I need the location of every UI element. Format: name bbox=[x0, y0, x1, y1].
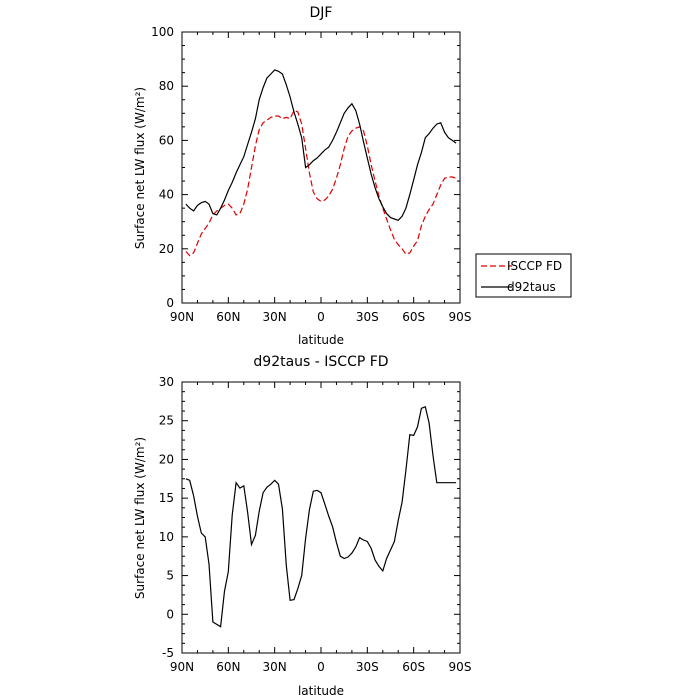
y-tick-label-25: 25 bbox=[159, 414, 174, 428]
x-tick-label-60n: 60N bbox=[216, 310, 240, 324]
top-panel: DJF latitude Surface net LW flux (W/m²) … bbox=[133, 5, 471, 347]
x-tick-label-0: 0 bbox=[317, 660, 325, 674]
y-tick-label-80: 80 bbox=[159, 79, 174, 93]
x-tick-label-60s: 60S bbox=[402, 310, 425, 324]
y-tick-label-20: 20 bbox=[159, 242, 174, 256]
y-tick-label-40: 40 bbox=[159, 188, 174, 202]
y-tick-label-15: 15 bbox=[159, 491, 174, 505]
bottom-panel: d92taus - ISCCP FD latitude Surface net … bbox=[133, 354, 471, 698]
x-tick-label-60n: 60N bbox=[216, 660, 240, 674]
x-tick-label-60s: 60S bbox=[402, 660, 425, 674]
bottom-x-axis-label: latitude bbox=[298, 684, 344, 698]
top-plot-frame bbox=[181, 31, 461, 304]
bottom-y-axis-label: Surface net LW flux (W/m²) bbox=[133, 437, 147, 599]
top-x-axis-label: latitude bbox=[298, 333, 344, 347]
y-tick-label-20: 20 bbox=[159, 452, 174, 466]
top-axis-ticks: 90N 60N 30N 0 30S 60S 90S 0 20 40 60 80 100 bbox=[151, 25, 471, 324]
bottom-axis-ticks: 90N 60N 30N 0 30S 60S 90S -5 0 5 10 15 20 25 30 bbox=[159, 375, 472, 674]
legend: ISCCP FD d92taus bbox=[475, 253, 572, 298]
series-line-d92taus bbox=[185, 69, 457, 221]
legend-label-isccp-fd: ISCCP FD bbox=[507, 259, 562, 273]
y-tick-label-5: 5 bbox=[166, 569, 174, 583]
x-tick-label-90s: 90S bbox=[449, 310, 472, 324]
x-tick-label-90n: 90N bbox=[170, 310, 194, 324]
top-series-group bbox=[185, 69, 457, 257]
x-tick-label-90s: 90S bbox=[449, 660, 472, 674]
y-tick-label-10: 10 bbox=[159, 530, 174, 544]
x-tick-label-30s: 30S bbox=[356, 660, 379, 674]
bottom-plot-title: d92taus - ISCCP FD bbox=[253, 354, 388, 370]
top-y-axis-label: Surface net LW flux (W/m²) bbox=[133, 87, 147, 249]
x-tick-label-30n: 30N bbox=[263, 310, 287, 324]
series-line-difference bbox=[185, 405, 457, 628]
y-tick-label-30: 30 bbox=[159, 375, 174, 389]
x-tick-label-30s: 30S bbox=[356, 310, 379, 324]
y-tick-label-5: -5 bbox=[162, 646, 174, 660]
x-tick-label-90n: 90N bbox=[170, 660, 194, 674]
legend-label-d92taus: d92taus bbox=[507, 280, 556, 294]
top-plot-title: DJF bbox=[310, 5, 333, 21]
y-tick-label-60: 60 bbox=[159, 133, 174, 147]
bottom-series-group bbox=[185, 405, 457, 628]
y-tick-label-0: 0 bbox=[166, 607, 174, 621]
series-line-isccp-fd bbox=[185, 109, 457, 257]
y-tick-label-100: 100 bbox=[151, 25, 174, 39]
x-tick-label-30n: 30N bbox=[263, 660, 287, 674]
legend-box bbox=[475, 253, 572, 298]
x-tick-label-0: 0 bbox=[317, 310, 325, 324]
y-tick-label-0: 0 bbox=[166, 296, 174, 310]
